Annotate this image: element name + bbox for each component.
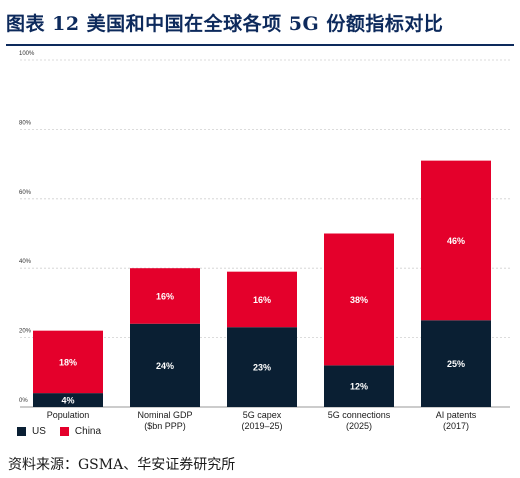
data-label: 16% (253, 295, 271, 305)
data-label: 16% (156, 291, 174, 301)
data-label: 23% (253, 363, 271, 373)
data-label: 25% (447, 359, 465, 369)
bar-us-2 (227, 327, 297, 407)
legend-label-us: US (32, 426, 46, 437)
bar-china-3 (324, 233, 394, 366)
y-axis-ticks: 0% 20% 40% 60% 80% 100% (19, 51, 35, 404)
bar-china-0 (33, 330, 103, 394)
bar-china-2 (227, 271, 297, 328)
legend-swatch-china (59, 427, 69, 436)
x-tick-label: Nominal GDP ($bn PPP) (137, 410, 192, 431)
title-divider (6, 44, 514, 46)
legend-item-china: China (59, 426, 102, 437)
x-tick-label: AI patents (2017) (436, 410, 477, 431)
bar-china-4 (421, 160, 491, 321)
x-axis-ticks: Population Nominal GDP ($bn PPP) 5G capex (2… (47, 410, 477, 431)
bar-us-0 (33, 393, 103, 407)
data-label: 12% (350, 382, 368, 392)
y-tick-label: 20% (19, 329, 32, 335)
legend-label-china: China (74, 426, 102, 437)
y-tick-label: 100% (19, 51, 35, 57)
y-tick-label: 40% (19, 259, 32, 265)
y-tick-label: 80% (19, 120, 32, 126)
bar-us-1 (130, 323, 200, 407)
data-label: 38% (350, 295, 368, 305)
bar-china-1 (130, 268, 200, 324)
y-tick-label: 60% (19, 190, 32, 196)
data-label: 4% (61, 396, 74, 406)
x-tick-label: Population (47, 410, 90, 420)
y-tick-label: 0% (19, 398, 28, 404)
x-tick-label: 5G connections (2025) (328, 410, 391, 431)
chart-title: 图表 12 美国和中国在全球各项 5G 份额指标对比 (6, 13, 444, 35)
x-tick-label: 5G capex (2019–25) (241, 410, 282, 431)
legend-item-us: US (17, 426, 46, 437)
data-label: 46% (447, 236, 465, 246)
source-note: 资料来源：GSMA、华安证券研究所 (8, 457, 236, 473)
data-label: 18% (59, 357, 77, 367)
bar-us-4 (421, 320, 491, 407)
bar-us-3 (324, 365, 394, 407)
legend: US China (17, 426, 115, 437)
data-labels: 4% 18% 24% 16% 23% 16% 12% 38% 25% 46% (59, 236, 465, 406)
bars (33, 160, 491, 407)
data-label: 24% (156, 361, 174, 371)
legend-swatch-us (17, 427, 26, 436)
